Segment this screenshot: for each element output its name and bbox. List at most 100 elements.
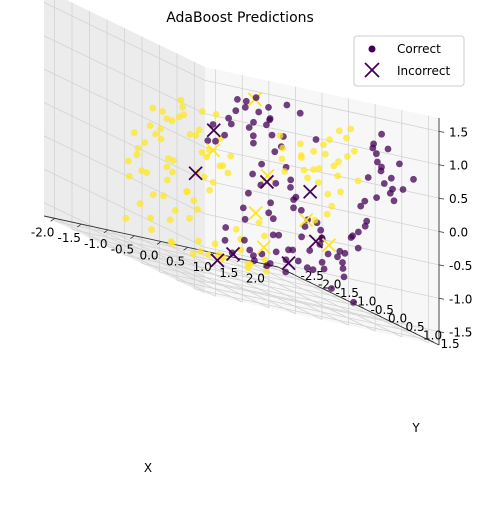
correct-point-class-1 (192, 132, 200, 139)
correct-point-class-1 (297, 140, 304, 148)
correct-point-class-1 (134, 144, 142, 152)
correct-point-class-1 (183, 187, 191, 195)
correct-point-class-1 (206, 186, 214, 194)
correct-point-class-0 (303, 264, 311, 272)
correct-point-class-1 (148, 226, 156, 234)
correct-point-class-1 (149, 104, 157, 112)
correct-point-class-1 (335, 158, 342, 166)
y-tick-mark (410, 331, 417, 334)
x-tick-label: -2.0 (31, 225, 54, 239)
correct-point-class-0 (297, 206, 305, 214)
y-tick-label: 1.0 (423, 328, 442, 342)
y-tick-label: 0.5 (406, 320, 425, 334)
incorrect-stroke (256, 240, 272, 255)
incorrect-stroke (260, 168, 275, 183)
correct-point-class-0 (241, 104, 249, 111)
correct-point-class-1 (168, 117, 176, 125)
correct-point-class-0 (389, 185, 396, 193)
correct-point-class-1 (195, 126, 203, 134)
correct-point-class-0 (221, 236, 229, 244)
y-tick-mark (305, 280, 312, 283)
correct-point-class-1 (143, 169, 151, 177)
correct-point-class-0 (272, 248, 280, 256)
correct-point-class-1 (281, 168, 289, 175)
x-tick-label: 1.0 (193, 260, 212, 274)
correct-point-class-0 (384, 145, 392, 153)
correct-point-class-0 (245, 124, 253, 131)
x-tick-label: 2.0 (246, 272, 265, 286)
data-points (122, 92, 417, 306)
correct-point-class-1 (263, 267, 270, 275)
correct-point-class-0 (328, 285, 335, 292)
correct-point-class-0 (287, 176, 295, 184)
z-tick-label: -0.5 (449, 259, 472, 273)
incorrect-point-class-0 (206, 123, 221, 138)
x-axis-label: X (144, 461, 152, 475)
correct-point-class-0 (241, 215, 249, 223)
correct-point-class-1 (146, 122, 154, 129)
correct-point-class-0 (298, 233, 305, 241)
grid-line-y-floor (124, 254, 359, 307)
x-tick-mark (130, 235, 135, 240)
legend-frame (353, 35, 465, 87)
correct-point-class-1 (328, 202, 336, 210)
correct-point-class-1 (246, 261, 254, 268)
z-tick-mark (438, 297, 445, 300)
grid-line-z-back (204, 246, 440, 299)
grid-line-y-floor (106, 246, 342, 298)
correct-point-class-1 (344, 153, 351, 160)
correct-point-class-1 (255, 219, 263, 227)
grid-line-y-floor (89, 237, 324, 290)
y-tick-label: -2.0 (318, 278, 341, 292)
z-tick-label: 1.5 (449, 125, 468, 139)
correct-point-class-0 (249, 170, 256, 178)
correct-point-class-0 (269, 231, 277, 239)
correct-point-class-1 (198, 149, 206, 156)
y-tick-label: 1.5 (441, 337, 460, 351)
correct-point-class-1 (169, 168, 176, 176)
correct-point-class-1 (163, 163, 171, 171)
incorrect-stroke (248, 205, 263, 221)
correct-point-class-1 (279, 144, 287, 152)
incorrect-point-class-1 (260, 168, 275, 183)
correct-point-class-0 (245, 189, 252, 197)
correct-point-class-1 (276, 132, 284, 140)
correct-point-class-0 (249, 132, 257, 140)
correct-point-class-1 (149, 191, 157, 199)
correct-point-class-1 (311, 216, 319, 224)
correct-point-class-1 (163, 115, 171, 123)
correct-point-class-1 (227, 152, 235, 160)
correct-point-class-0 (282, 268, 290, 276)
x-tick-mark (156, 241, 162, 245)
correct-point-class-0 (258, 160, 265, 168)
correct-point-class-0 (232, 107, 240, 115)
y-tick-label: -0.5 (371, 303, 394, 317)
correct-point-class-1 (337, 188, 344, 196)
grid-line-z-back (204, 280, 440, 333)
correct-point-class-1 (124, 157, 132, 165)
correct-point-class-1 (219, 162, 227, 170)
grid-line-z-left (43, 102, 206, 181)
correct-point-class-0 (374, 158, 381, 166)
y-tick-mark (288, 271, 294, 275)
legend-x-icon (364, 62, 380, 78)
correct-point-class-0 (399, 186, 407, 193)
correct-point-class-1 (304, 174, 311, 182)
correct-point-class-0 (317, 226, 325, 234)
correct-point-class-0 (269, 215, 277, 223)
z-tick-label: 0.0 (449, 226, 468, 240)
correct-point-class-0 (380, 180, 388, 187)
correct-point-class-1 (195, 237, 202, 245)
correct-point-class-1 (261, 232, 268, 240)
incorrect-point-class-1 (206, 143, 221, 158)
y-tick-mark (428, 339, 434, 343)
correct-point-class-1 (196, 247, 204, 255)
correct-point-class-0 (369, 144, 377, 152)
correct-point-class-1 (186, 214, 194, 222)
correct-point-class-1 (343, 134, 350, 142)
z-tick-label: -1.5 (449, 326, 472, 340)
correct-point-class-1 (232, 225, 240, 233)
correct-point-class-0 (252, 94, 260, 101)
correct-point-class-0 (209, 121, 217, 128)
correct-point-class-1 (136, 200, 144, 208)
